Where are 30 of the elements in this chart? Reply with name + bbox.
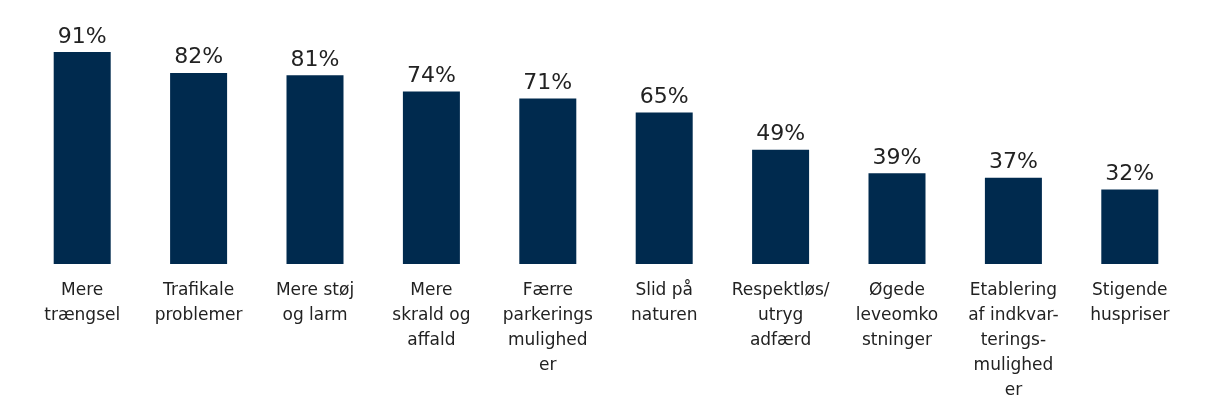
data-label: 32% xyxy=(1105,159,1155,185)
data-label: 49% xyxy=(756,120,806,146)
bar xyxy=(286,75,344,264)
bar xyxy=(519,98,577,264)
data-label: 65% xyxy=(639,83,689,109)
x-tick-label: Øgede leveomko stninger xyxy=(855,278,939,349)
data-label: 71% xyxy=(523,69,573,95)
data-label: 82% xyxy=(174,43,224,69)
bar xyxy=(402,91,460,264)
data-label: 39% xyxy=(872,143,922,169)
data-label: 81% xyxy=(290,45,340,71)
bar xyxy=(1101,189,1159,264)
x-tick-label: Etablering af indkvar- terings- mulighed er xyxy=(968,278,1059,399)
x-tick-label: Mere skrald og affald xyxy=(392,278,471,349)
bar xyxy=(635,112,693,264)
x-tick-label: Færre parkerings mulighed er xyxy=(502,278,593,374)
x-tick-label: Mere trængsel xyxy=(44,278,121,324)
bar xyxy=(170,72,228,264)
x-tick-label: Slid på naturen xyxy=(630,278,698,324)
data-label: 91% xyxy=(57,22,107,48)
bar xyxy=(868,173,926,264)
x-tick-label: Respektløs/ utryg adfærd xyxy=(731,278,830,349)
x-tick-label: Trafikale problemer xyxy=(154,278,243,324)
bar xyxy=(752,149,810,264)
x-tick-label: Stigende huspriser xyxy=(1090,278,1170,324)
bar xyxy=(53,52,111,264)
data-label: 74% xyxy=(406,62,456,88)
bar xyxy=(984,177,1042,264)
x-tick-label: Mere støj og larm xyxy=(275,278,355,324)
data-label: 37% xyxy=(988,148,1038,174)
